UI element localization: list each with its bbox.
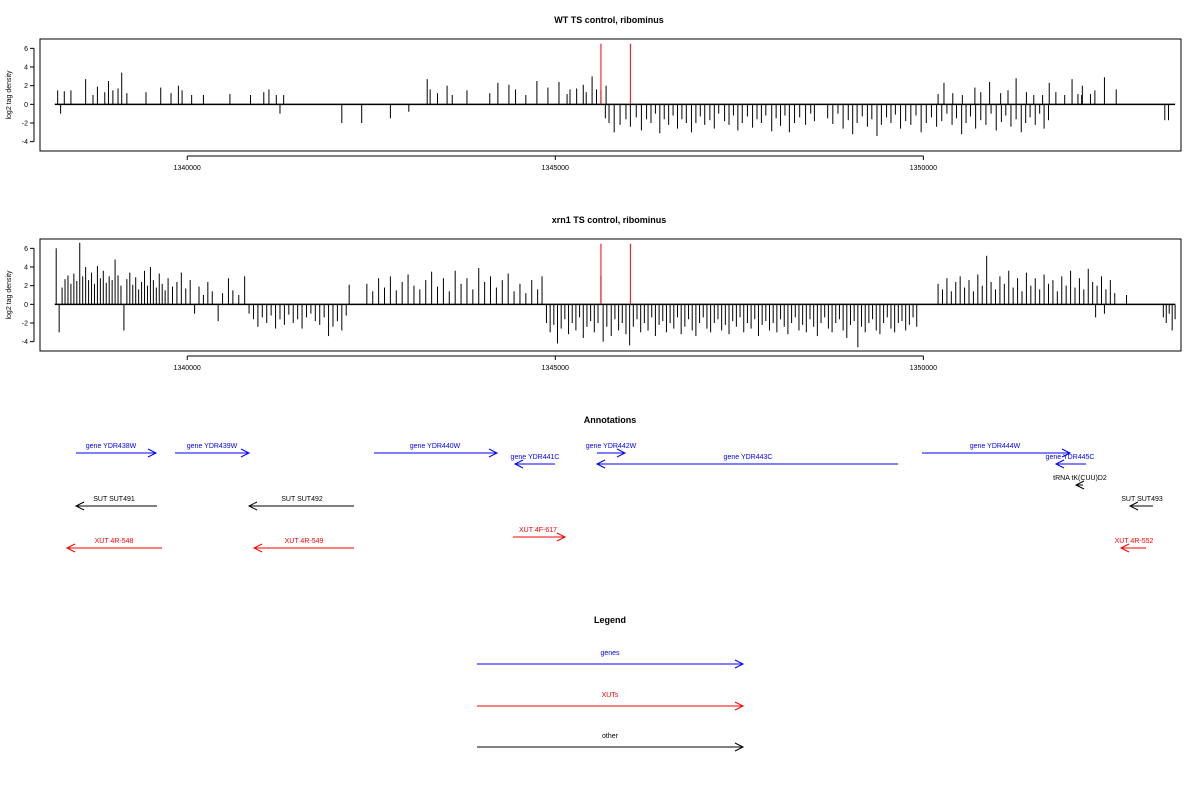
- legend: Legend genes XUTs other: [477, 615, 745, 752]
- annotations-title: Annotations: [584, 415, 637, 425]
- annotation-gene-ydr439w: gene YDR439W: [175, 443, 251, 458]
- annotation-arrowhead: [1119, 543, 1130, 553]
- panel-wt-title: WT TS control, ribominus: [554, 15, 664, 25]
- annotation-arrowhead: [1061, 448, 1072, 458]
- panel-xrn1-x-tick-label: 1345000: [542, 365, 569, 372]
- annotation-label: gene YDR445C: [1046, 454, 1095, 461]
- panel-wt-x-tick-label: 1340000: [174, 165, 201, 172]
- annotation-gene-ydr441c: gene YDR441C: [511, 454, 560, 469]
- annotation-label: gene YDR441C: [511, 454, 560, 461]
- legend-title: Legend: [594, 615, 626, 625]
- panel-xrn1-y-tick-label: -2: [22, 321, 28, 328]
- panel-xrn1-y-tick-label: 0: [24, 302, 28, 309]
- panel-xrn1-y-tick-label: 4: [24, 265, 28, 272]
- panel-xrn1-frame: [39, 238, 1182, 352]
- panel-xrn1-x-tick-label: 1340000: [174, 365, 201, 372]
- annotation-label: gene YDR439W: [187, 443, 238, 450]
- annotation-label: XUT 4F-617: [519, 527, 557, 534]
- annotation-label: XUT 4R-549: [285, 538, 324, 545]
- panel-xrn1-bars: [54, 242, 1176, 348]
- annotation-arrowhead: [616, 448, 627, 458]
- annotations: Annotations gene YDR438W gene YDR439W gene…: [65, 415, 1163, 553]
- annotation-label: gene YDR442W: [586, 443, 637, 450]
- panel-wt-y-axis: -4 -2 0 2 4 6: [22, 46, 35, 146]
- annotation-gene-ydr445c: gene YDR445C: [1046, 454, 1095, 469]
- panel-xrn1-x-axis: 1340000 1345000 1350000: [174, 355, 937, 372]
- annotation-arrowhead: [595, 459, 606, 469]
- legend-entries: genes XUTs other: [477, 650, 745, 752]
- annotation-label: tRNA tK(CUU)D2: [1053, 475, 1107, 482]
- annotation-gene-ydr442w: gene YDR442W: [586, 443, 637, 458]
- annotation-gene-ydr444w: gene YDR444W: [922, 443, 1072, 458]
- annotation-arrowhead: [488, 448, 499, 458]
- panel-xrn1: xrn1 TS control, ribominus log2 tag dens…: [6, 215, 1182, 372]
- annotation-arrowhead: [147, 448, 158, 458]
- panel-wt-ylabel: log2 tag density: [6, 70, 13, 120]
- annotation-arrowhead: [1074, 480, 1085, 490]
- annotation-gene-ydr438w: gene YDR438W: [76, 443, 158, 458]
- annotation-label: SUT SUT493: [1121, 496, 1163, 503]
- annotation-label: XUT 4R-552: [1115, 538, 1154, 545]
- panel-wt-x-axis: 1340000 1345000 1350000: [174, 155, 937, 172]
- annotation-label: SUT SUT491: [93, 496, 135, 503]
- annotation-gene-ydr443c: gene YDR443C: [595, 454, 898, 469]
- panel-wt-x-tick-label: 1350000: [910, 165, 937, 172]
- legend-entry-other: other: [477, 733, 745, 752]
- legend-label: genes: [600, 650, 620, 657]
- annotation-arrowhead: [1054, 459, 1065, 469]
- annotation-arrowhead: [240, 448, 251, 458]
- panel-wt: WT TS control, ribominus log2 tag densit…: [6, 15, 1182, 172]
- panel-xrn1-ylabel: log2 tag density: [6, 270, 13, 320]
- annotation-arrowhead: [1128, 501, 1139, 511]
- annotation-label: SUT SUT492: [281, 496, 323, 503]
- legend-label: other: [602, 733, 619, 740]
- panel-xrn1-x-tick-label: 1350000: [910, 365, 937, 372]
- panel-wt-bars: [54, 43, 1176, 137]
- panel-wt-y-tick-label: 4: [24, 65, 28, 72]
- annotation-label: gene YDR438W: [86, 443, 137, 450]
- annotation-sut-sut492: SUT SUT492: [247, 496, 354, 511]
- annotation-arrowhead: [513, 459, 524, 469]
- legend-arrowhead: [734, 701, 745, 711]
- annotation-arrowhead: [556, 532, 567, 542]
- annotation-arrowhead: [65, 543, 76, 553]
- legend-arrowhead: [734, 742, 745, 752]
- annotation-arrowhead: [252, 543, 263, 553]
- panel-wt-y-tick-label: 2: [24, 83, 28, 90]
- annotation-xut-4r-549: XUT 4R-549: [252, 538, 354, 553]
- annotation-gene-ydr440w: gene YDR440W: [374, 443, 499, 458]
- legend-entry-genes: genes: [477, 650, 745, 669]
- annotation-arrowhead: [247, 501, 258, 511]
- legend-entry-xuts: XUTs: [477, 692, 745, 711]
- legend-arrowhead: [734, 659, 745, 669]
- annotation-label: gene YDR444W: [970, 443, 1021, 450]
- annotation-trna-tk-cuu-d2: tRNA tK(CUU)D2: [1053, 475, 1107, 490]
- panel-wt-y-tick-label: -2: [22, 121, 28, 128]
- annotation-label: XUT 4R-548: [95, 538, 134, 545]
- panel-xrn1-y-tick-label: 2: [24, 283, 28, 290]
- annotation-arrowhead: [74, 501, 85, 511]
- panel-wt-y-tick-label: -4: [22, 139, 28, 146]
- panel-xrn1-y-tick-label: 6: [24, 246, 28, 253]
- annotation-xut-4r-552: XUT 4R-552: [1115, 538, 1154, 553]
- panel-wt-x-tick-label: 1345000: [542, 165, 569, 172]
- annotation-sut-sut493: SUT SUT493: [1121, 496, 1163, 511]
- annotation-track: gene YDR438W gene YDR439W gene YDR440W gene…: [65, 443, 1163, 553]
- annotation-xut-4f-617: XUT 4F-617: [513, 527, 567, 542]
- annotation-label: gene YDR440W: [410, 443, 461, 450]
- panel-xrn1-title: xrn1 TS control, ribominus: [552, 215, 667, 225]
- panel-wt-frame: [39, 38, 1182, 152]
- legend-label: XUTs: [602, 692, 619, 699]
- panel-xrn1-y-tick-label: -4: [22, 339, 28, 346]
- annotation-xut-4r-548: XUT 4R-548: [65, 538, 162, 553]
- annotation-label: gene YDR443C: [724, 454, 773, 461]
- panel-wt-y-tick-label: 0: [24, 102, 28, 109]
- annotation-sut-sut491: SUT SUT491: [74, 496, 157, 511]
- panel-wt-y-tick-label: 6: [24, 46, 28, 53]
- panel-xrn1-y-axis: -4 -2 0 2 4 6: [22, 246, 35, 346]
